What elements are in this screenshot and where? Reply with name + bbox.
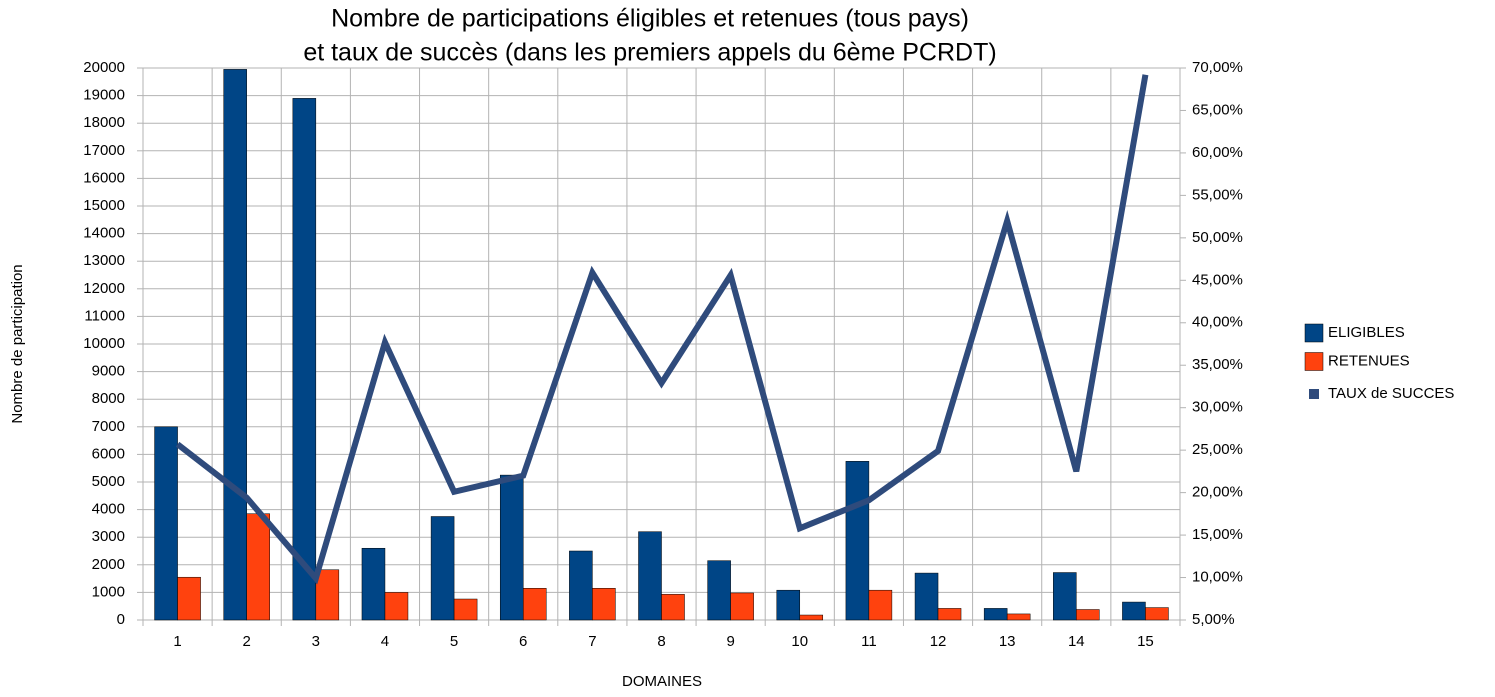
bar bbox=[1145, 607, 1169, 621]
y-tick-label: 20000 bbox=[83, 59, 125, 76]
bar bbox=[868, 589, 893, 621]
legend-label: TAUX de SUCCES bbox=[1328, 385, 1454, 402]
y2-tick-label: 25,00% bbox=[1192, 441, 1243, 458]
bar bbox=[499, 474, 524, 621]
x-tick-label: 10 bbox=[791, 633, 808, 650]
x-tick-label: 11 bbox=[861, 633, 877, 650]
bar bbox=[569, 550, 593, 621]
y-tick-label: 8000 bbox=[92, 390, 125, 407]
x-tick-label: 2 bbox=[243, 633, 251, 650]
y2-tick-label: 55,00% bbox=[1192, 186, 1243, 203]
y2-tick-label: 70,00% bbox=[1192, 59, 1243, 76]
y2-tick-label: 50,00% bbox=[1192, 229, 1243, 246]
y-tick-label: 5000 bbox=[92, 473, 125, 490]
y2-tick-label: 10,00% bbox=[1192, 569, 1243, 586]
y-tick-label: 16000 bbox=[83, 169, 125, 186]
bar bbox=[223, 69, 247, 621]
x-tick-label: 9 bbox=[726, 633, 734, 650]
bar bbox=[384, 592, 409, 621]
bar bbox=[845, 461, 870, 621]
y2-tick-label: 35,00% bbox=[1192, 356, 1243, 373]
y-tick-label: 10000 bbox=[83, 335, 125, 352]
bar bbox=[937, 608, 962, 621]
x-tick-label: 5 bbox=[450, 633, 458, 650]
x-tick-label: 12 bbox=[930, 633, 947, 650]
x-tick-label: 4 bbox=[381, 633, 389, 650]
y-tick-label: 12000 bbox=[83, 280, 125, 297]
chart-title: Nombre de participations éligibles et re… bbox=[331, 5, 969, 33]
y2-tick-label: 65,00% bbox=[1192, 101, 1243, 118]
bar bbox=[430, 516, 455, 621]
bar bbox=[522, 588, 547, 621]
bar bbox=[292, 98, 317, 621]
legend-marker bbox=[1304, 352, 1324, 371]
bar bbox=[914, 572, 939, 621]
legend-marker bbox=[1304, 323, 1324, 343]
x-tick-label: 13 bbox=[999, 633, 1016, 650]
y-tick-label: 4000 bbox=[92, 501, 125, 518]
y2-tick-label: 5,00% bbox=[1192, 611, 1235, 628]
x-tick-label: 6 bbox=[519, 633, 527, 650]
bar bbox=[707, 560, 731, 621]
bar bbox=[638, 531, 662, 621]
legend-marker bbox=[1309, 389, 1319, 399]
y-tick-label: 13000 bbox=[83, 252, 125, 269]
bar bbox=[592, 588, 616, 621]
x-tick-label: 1 bbox=[173, 633, 181, 650]
y-tick-label: 3000 bbox=[92, 528, 125, 545]
y-tick-label: 9000 bbox=[92, 363, 125, 380]
bar bbox=[983, 608, 1008, 621]
legend-label: ELIGIBLES bbox=[1328, 324, 1405, 341]
bar bbox=[177, 576, 201, 621]
y-tick-label: 6000 bbox=[92, 445, 125, 462]
y-tick-label: 19000 bbox=[83, 87, 125, 104]
y-tick-label: 2000 bbox=[92, 556, 125, 573]
bar bbox=[246, 513, 270, 621]
y-tick-label: 17000 bbox=[83, 142, 125, 159]
bar bbox=[799, 614, 824, 621]
y-tick-label: 18000 bbox=[83, 114, 125, 131]
x-axis-label: DOMAINES bbox=[622, 673, 702, 690]
bar bbox=[1122, 601, 1146, 621]
bar bbox=[361, 547, 386, 621]
y2-tick-label: 30,00% bbox=[1192, 399, 1243, 416]
y-tick-label: 11000 bbox=[84, 307, 125, 324]
chart-title: et taux de succès (dans les premiers app… bbox=[303, 39, 996, 67]
y-tick-label: 1000 bbox=[92, 583, 125, 600]
bar bbox=[1053, 572, 1077, 621]
y-tick-label: 14000 bbox=[83, 225, 125, 242]
x-tick-label: 15 bbox=[1137, 633, 1154, 650]
bar bbox=[776, 589, 801, 621]
bar bbox=[315, 569, 340, 621]
y-tick-label: 0 bbox=[117, 611, 125, 628]
y-axis-label: Nombre de participation bbox=[9, 264, 26, 423]
bar bbox=[730, 592, 754, 621]
bar bbox=[154, 426, 178, 621]
y2-tick-label: 45,00% bbox=[1192, 271, 1243, 288]
y-tick-label: 15000 bbox=[83, 197, 125, 214]
bar bbox=[453, 598, 478, 621]
line bbox=[175, 74, 1149, 585]
legend-label: RETENUES bbox=[1328, 352, 1410, 369]
bar bbox=[1006, 613, 1031, 621]
bar bbox=[661, 594, 685, 621]
y2-tick-label: 15,00% bbox=[1192, 526, 1243, 543]
y2-tick-label: 60,00% bbox=[1192, 144, 1243, 161]
bar bbox=[1076, 609, 1100, 621]
x-tick-label: 7 bbox=[588, 633, 596, 650]
x-tick-label: 8 bbox=[657, 633, 665, 650]
y-tick-label: 7000 bbox=[92, 418, 125, 435]
x-tick-label: 3 bbox=[312, 633, 320, 650]
y2-tick-label: 40,00% bbox=[1192, 314, 1243, 331]
x-tick-label: 14 bbox=[1068, 633, 1085, 650]
y2-tick-label: 20,00% bbox=[1192, 484, 1243, 501]
